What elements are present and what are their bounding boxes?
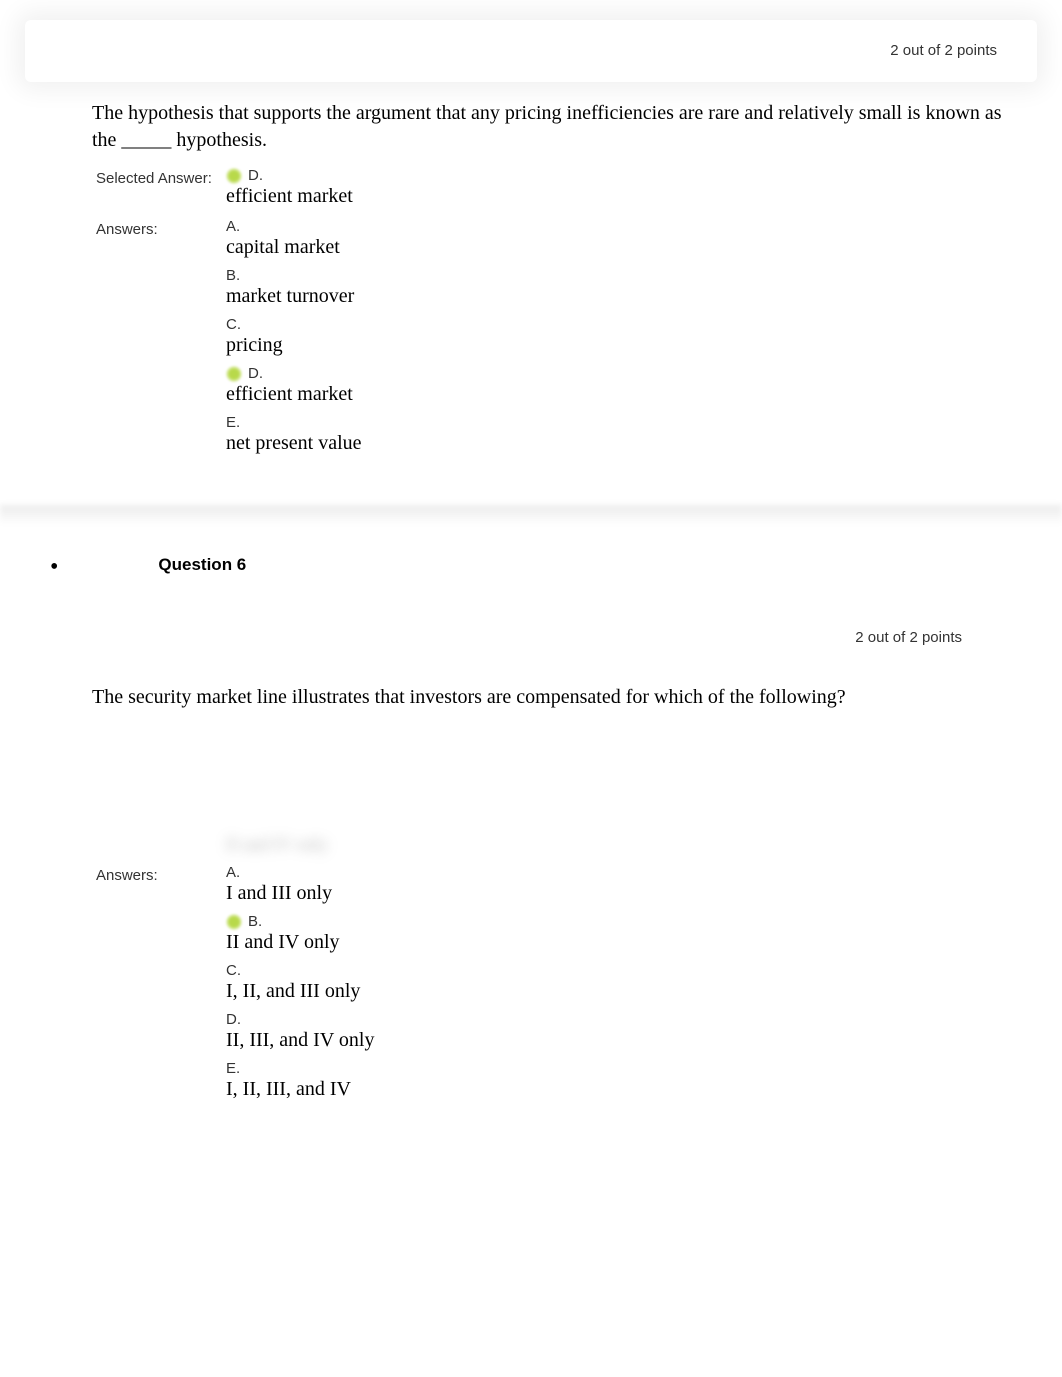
option-text: market turnover [226, 285, 1062, 308]
answer-options-list: A. I and III only B. II and IV only C. I… [226, 864, 1062, 1109]
option-letter: C. [226, 962, 241, 979]
correct-indicator-icon [226, 914, 242, 930]
question-text: The security market line illustrates tha… [0, 676, 1062, 719]
selected-option: D. efficient market [226, 167, 1062, 208]
selected-answer-row: Selected Answer: D. efficient market [96, 167, 1062, 216]
option-text: I, II, and III only [226, 980, 1062, 1003]
option-letter: D. [248, 365, 263, 382]
option-text: I and III only [226, 882, 1062, 905]
option-letter: D. [226, 1011, 241, 1028]
content-spacer [0, 719, 1062, 829]
option-text: II, III, and IV only [226, 1029, 1062, 1052]
empty-label [96, 834, 226, 837]
option-b: B. market turnover [226, 267, 1062, 308]
option-text: net present value [226, 432, 1062, 455]
selected-answer-label: Selected Answer: [96, 167, 226, 187]
option-d: D. efficient market [226, 365, 1062, 406]
points-text: 2 out of 2 points [890, 42, 997, 59]
option-text: II and IV only [226, 931, 1062, 954]
question-header: • Question 6 [0, 525, 1062, 589]
option-text: efficient market [226, 185, 1062, 208]
answer-table: II and IV only Answers: A. I and III onl… [0, 829, 1062, 1121]
option-text: I, II, III, and IV [226, 1078, 1062, 1101]
option-letter: A. [226, 864, 240, 881]
option-letter: B. [226, 267, 240, 284]
option-text: efficient market [226, 383, 1062, 406]
option-a: A. capital market [226, 218, 1062, 259]
points-box: 2 out of 2 points [25, 20, 1037, 82]
question-5-block: 2 out of 2 points The hypothesis that su… [0, 20, 1062, 475]
answers-label: Answers: [96, 864, 226, 884]
section-divider [0, 505, 1062, 525]
option-letter: A. [226, 218, 240, 235]
option-a: A. I and III only [226, 864, 1062, 905]
correct-indicator-icon [226, 168, 242, 184]
option-c: C. I, II, and III only [226, 962, 1062, 1003]
question-text: The hypothesis that supports the argumen… [0, 92, 1062, 162]
question-title: Question 6 [158, 555, 246, 575]
option-d: D. II, III, and IV only [226, 1011, 1062, 1052]
answers-row: Answers: A. capital market B. market tur… [96, 218, 1062, 463]
option-letter: C. [226, 316, 241, 333]
points-text: 2 out of 2 points [0, 589, 1062, 676]
blurred-selected-answer: II and IV only [226, 834, 366, 854]
option-letter: B. [248, 913, 262, 930]
option-text: capital market [226, 236, 1062, 259]
answer-table: Selected Answer: D. efficient market Ans… [0, 162, 1062, 475]
bullet-icon: • [50, 555, 58, 579]
option-letter: E. [226, 414, 240, 431]
selected-answer-option: D. efficient market [226, 167, 1062, 216]
question-6-block: • Question 6 2 out of 2 points The secur… [0, 525, 1062, 1121]
correct-indicator-icon [226, 366, 242, 382]
answer-options-list: A. capital market B. market turnover C. … [226, 218, 1062, 463]
option-text: pricing [226, 334, 1062, 357]
option-b: B. II and IV only [226, 913, 1062, 954]
option-c: C. pricing [226, 316, 1062, 357]
option-letter: D. [248, 167, 263, 184]
option-e: E. net present value [226, 414, 1062, 455]
option-letter: E. [226, 1060, 240, 1077]
blurred-selected-row: II and IV only [96, 834, 1062, 862]
answers-label: Answers: [96, 218, 226, 238]
blurred-container: II and IV only [226, 834, 1062, 862]
answers-row: Answers: A. I and III only B. II and IV … [96, 864, 1062, 1109]
option-e: E. I, II, III, and IV [226, 1060, 1062, 1101]
